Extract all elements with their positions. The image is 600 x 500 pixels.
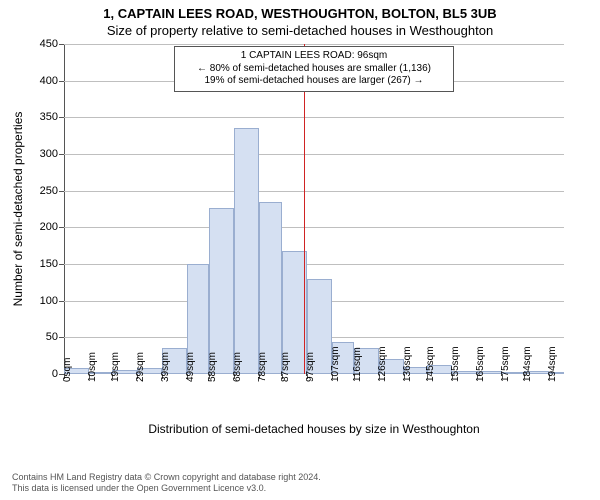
xtick-label: 58sqm — [207, 352, 218, 382]
xtick-label: 29sqm — [135, 352, 146, 382]
gridline — [64, 44, 564, 45]
info-box-line: ← 80% of semi-detached houses are smalle… — [181, 63, 447, 76]
ytick-label: 350 — [40, 111, 64, 123]
gridline — [64, 264, 564, 265]
ytick-label: 250 — [40, 185, 64, 197]
histogram-chart: 0501001502002503003504004500sqm10sqm19sq… — [0, 40, 600, 440]
ytick-label: 200 — [40, 221, 64, 233]
x-axis-label: Distribution of semi-detached houses by … — [148, 422, 479, 436]
ytick-label: 400 — [40, 75, 64, 87]
footer-attribution: Contains HM Land Registry data © Crown c… — [12, 472, 321, 494]
xtick-label: 175sqm — [500, 346, 511, 382]
info-box-line: 19% of semi-detached houses are larger (… — [181, 75, 447, 88]
histogram-bar — [234, 128, 259, 374]
xtick-label: 39sqm — [160, 352, 171, 382]
gridline — [64, 191, 564, 192]
subtitle: Size of property relative to semi-detach… — [0, 21, 600, 40]
histogram-bar — [209, 208, 234, 374]
xtick-label: 194sqm — [547, 346, 558, 382]
plot-area: 0501001502002503003504004500sqm10sqm19sq… — [64, 44, 564, 374]
info-box-line: 1 CAPTAIN LEES ROAD: 96sqm — [181, 50, 447, 63]
xtick-label: 155sqm — [450, 346, 461, 382]
xtick-label: 87sqm — [280, 352, 291, 382]
xtick-label: 107sqm — [330, 346, 341, 382]
gridline — [64, 154, 564, 155]
property-marker-line — [304, 44, 305, 374]
ytick-label: 300 — [40, 148, 64, 160]
xtick-label: 136sqm — [402, 346, 413, 382]
xtick-label: 68sqm — [232, 352, 243, 382]
ytick-label: 100 — [40, 295, 64, 307]
xtick-label: 0sqm — [62, 358, 73, 382]
xtick-label: 49sqm — [185, 352, 196, 382]
gridline — [64, 227, 564, 228]
gridline — [64, 117, 564, 118]
xtick-label: 126sqm — [377, 346, 388, 382]
footer-line2: This data is licensed under the Open Gov… — [12, 483, 321, 494]
info-box: 1 CAPTAIN LEES ROAD: 96sqm← 80% of semi-… — [174, 46, 454, 92]
ytick-label: 50 — [46, 331, 64, 343]
xtick-label: 165sqm — [475, 346, 486, 382]
address-title: 1, CAPTAIN LEES ROAD, WESTHOUGHTON, BOLT… — [0, 0, 600, 21]
y-axis — [64, 44, 65, 374]
xtick-label: 116sqm — [352, 347, 363, 382]
xtick-label: 10sqm — [87, 352, 98, 382]
xtick-label: 145sqm — [425, 346, 436, 382]
footer-line1: Contains HM Land Registry data © Crown c… — [12, 472, 321, 483]
xtick-label: 184sqm — [522, 346, 533, 382]
y-axis-label: Number of semi-detached properties — [11, 112, 25, 307]
xtick-label: 19sqm — [110, 352, 121, 382]
ytick-label: 450 — [40, 38, 64, 50]
xtick-label: 97sqm — [305, 352, 316, 382]
histogram-bar — [259, 202, 282, 374]
xtick-label: 78sqm — [257, 352, 268, 382]
ytick-label: 150 — [40, 258, 64, 270]
